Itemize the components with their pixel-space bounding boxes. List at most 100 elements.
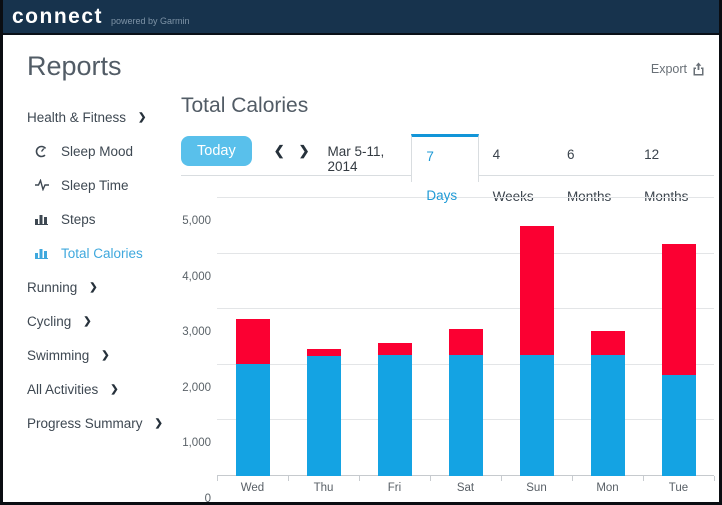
bar-segment-blue[interactable] <box>448 355 483 476</box>
bar-column-sat[interactable] <box>430 198 501 476</box>
stacked-bar[interactable] <box>377 342 412 476</box>
bar-segment-red[interactable] <box>519 226 554 356</box>
bar-segment-red[interactable] <box>306 348 341 356</box>
x-axis-label: Sat <box>456 482 475 494</box>
tab-7-days[interactable]: 7 Days <box>411 134 479 203</box>
x-tick <box>359 476 360 481</box>
bar-segment-red[interactable] <box>377 342 412 356</box>
bar-segment-red[interactable] <box>448 329 483 356</box>
sidebar-item-label: Sleep Mood <box>61 143 134 159</box>
sleep-time-icon <box>35 179 51 191</box>
x-axis-label: Sun <box>526 482 547 494</box>
x-tick <box>501 476 502 481</box>
sidebar-item-sleep-mood[interactable]: Sleep Mood <box>27 134 181 168</box>
sidebar-item-running[interactable]: Running ❯ <box>27 270 181 304</box>
stacked-bar[interactable] <box>661 244 696 476</box>
sidebar-item-label: Progress Summary <box>27 415 143 431</box>
bar-segment-red[interactable] <box>235 318 270 364</box>
x-axis-label: Tue <box>668 482 689 494</box>
bar-segment-blue[interactable] <box>377 355 412 476</box>
date-range-label: Mar 5-11, 2014 <box>327 144 385 174</box>
steps-icon <box>35 213 51 225</box>
x-axis-label: Wed <box>240 482 265 494</box>
sidebar-item-label: Swimming <box>27 347 90 363</box>
x-tick <box>643 476 644 481</box>
tab-6-months[interactable]: 6 Months <box>566 147 612 204</box>
sidebar-item-label: Steps <box>61 211 96 227</box>
stacked-bar[interactable] <box>519 226 554 476</box>
bar-column-wed[interactable] <box>217 198 288 476</box>
y-tick-label: 1,000 <box>182 437 211 450</box>
chevron-right-icon: ❯ <box>110 383 119 395</box>
sidebar-item-total-calories[interactable]: Total Calories <box>27 236 181 270</box>
stacked-bar[interactable] <box>235 318 270 476</box>
x-tick <box>288 476 289 481</box>
sidebar-item-label: Running <box>27 279 78 295</box>
total-calories-chart: 0 1,000 2,000 3,000 4,000 5,000 Wed Thu Fri Sat S… <box>181 197 715 502</box>
x-tick <box>430 476 431 481</box>
x-tick <box>714 476 715 481</box>
sleep-mood-icon <box>35 145 51 158</box>
sidebar-item-progress-summary[interactable]: Progress Summary ❯ <box>27 406 181 440</box>
export-button[interactable]: Export <box>651 62 705 76</box>
powered-by-garmin-label: powered by Garmin <box>111 16 190 26</box>
x-tick <box>572 476 573 481</box>
chevron-right-icon: ❯ <box>89 281 98 293</box>
sidebar-item-health-fitness[interactable]: Health & Fitness ❯ <box>27 100 181 134</box>
top-nav-bar: connect powered by Garmin <box>3 0 719 35</box>
export-label: Export <box>650 62 687 76</box>
x-axis-label: Thu <box>313 482 334 494</box>
report-title: Total Calories <box>181 94 309 117</box>
x-axis-label: Fri <box>387 482 402 494</box>
today-button[interactable]: Today <box>181 136 252 166</box>
bar-column-sun[interactable] <box>501 198 572 476</box>
chevron-right-icon: ❯ <box>83 315 92 327</box>
y-tick-label: 0 <box>204 493 211 505</box>
chart-plot <box>217 197 715 481</box>
gridline <box>217 197 714 198</box>
sidebar-item-label: Cycling <box>27 313 72 329</box>
bar-segment-blue[interactable] <box>661 375 696 476</box>
bar-segment-red[interactable] <box>590 331 625 355</box>
bar-column-mon[interactable] <box>572 198 643 476</box>
sidebar-item-label: Health & Fitness <box>27 109 127 125</box>
y-axis-labels: 0 1,000 2,000 3,000 4,000 5,000 <box>181 215 211 502</box>
bar-segment-blue[interactable] <box>590 354 625 476</box>
y-tick-label: 2,000 <box>182 381 211 394</box>
sidebar-item-swimming[interactable]: Swimming ❯ <box>27 338 181 372</box>
sidebar-item-label: All Activities <box>27 381 99 397</box>
connect-logo[interactable]: connect <box>12 5 104 28</box>
bar-segment-blue[interactable] <box>235 363 270 476</box>
bar-segment-blue[interactable] <box>519 355 554 476</box>
next-period-arrow-icon[interactable]: ❯ <box>298 143 310 158</box>
sidebar-item-label: Total Calories <box>61 245 143 261</box>
bar-segment-red[interactable] <box>661 244 696 376</box>
bar-column-tue[interactable] <box>643 198 714 476</box>
export-upload-icon <box>692 62 705 76</box>
bar-column-fri[interactable] <box>359 198 430 476</box>
chart-controls-row: Today ❮ ❯ Mar 5-11, 2014 7 Days 4 Weeks … <box>181 134 714 204</box>
bar-column-thu[interactable] <box>288 198 359 476</box>
bar-segment-blue[interactable] <box>306 355 341 476</box>
stacked-bar[interactable] <box>590 331 625 476</box>
prev-period-arrow-icon[interactable]: ❮ <box>273 143 285 158</box>
sidebar-item-label: Sleep Time <box>61 177 129 193</box>
sidebar-item-steps[interactable]: Steps <box>27 202 181 236</box>
x-axis-label: Mon <box>596 482 619 494</box>
sidebar-item-all-activities[interactable]: All Activities ❯ <box>27 372 181 406</box>
page-title: Reports <box>27 51 122 81</box>
sidebar-item-cycling[interactable]: Cycling ❯ <box>27 304 181 338</box>
chevron-right-icon: ❯ <box>138 111 147 123</box>
tab-12-months[interactable]: 12 Months <box>644 147 689 204</box>
sidebar-item-sleep-time[interactable]: Sleep Time <box>27 168 181 202</box>
page-content: Export Reports Health & Fitness ❯ <box>3 51 719 502</box>
x-axis-labels: Wed Thu Fri Sat Sun Mon Tue <box>217 482 714 494</box>
tab-4-weeks[interactable]: 4 Weeks <box>492 147 534 204</box>
stacked-bar[interactable] <box>448 329 483 476</box>
stacked-bar[interactable] <box>306 348 341 476</box>
period-tabs: 7 Days 4 Weeks 6 Months 12 Months <box>411 134 714 218</box>
reports-sidebar: Health & Fitness ❯ Sleep Mood <box>3 94 181 494</box>
x-tick <box>217 476 218 481</box>
gridline <box>217 308 714 310</box>
